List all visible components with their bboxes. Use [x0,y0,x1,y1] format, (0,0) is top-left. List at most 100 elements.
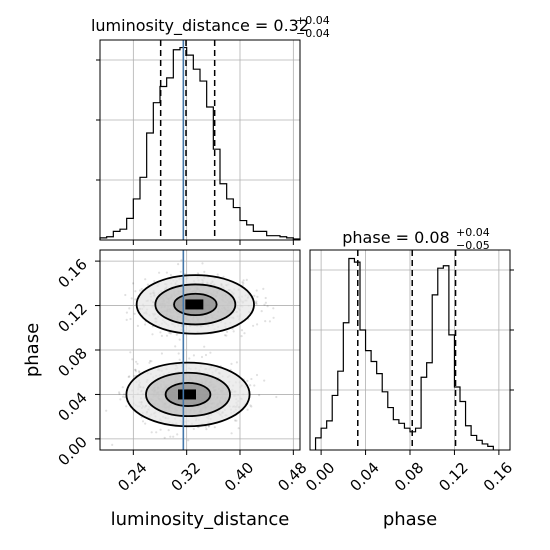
scatter-point [275,395,278,399]
title-luminosity-distance: luminosity_distance = 0.32 [91,16,309,36]
scatter-point [133,312,136,315]
scatter-point [245,278,248,281]
hist-luminosity-distance-panel [96,39,301,245]
xlabel-luminosity-distance: luminosity_distance [111,509,290,530]
scatter-point [205,428,208,431]
title-phase-minus: −0.05 [456,239,490,252]
scatter-point [177,263,180,266]
scatter-point [125,311,128,314]
hist-phase-xtick-label-0: 0.00 [302,459,338,495]
scatter-point [249,384,252,387]
scatter-point [264,301,267,304]
scatter-point [176,433,179,436]
scatter-point [111,443,114,446]
scatter-point [118,391,121,394]
scatter-point [258,394,261,397]
scatter-point [250,377,253,381]
scatter-point [264,320,267,323]
hist-ld-step [99,46,301,240]
scatter-peak-0 [185,299,204,310]
scatter-point [250,405,253,408]
scatter-point [172,435,175,438]
scatter-point [174,345,177,348]
scatter-point [177,352,180,355]
scatter-point [222,275,225,278]
scatter-xtick-label-2: 0.40 [221,459,257,495]
hist-phase-frame [309,249,511,451]
scatter-ytick-label-3: 0.12 [54,300,90,336]
scatter-ytick-label-1: 0.04 [54,389,90,425]
scatter-ytick-label-4: 0.16 [54,255,90,291]
scatter-point [165,271,168,274]
scatter-point [256,295,259,298]
scatter-point [192,354,195,357]
scatter-point [122,395,125,398]
scatter-point [272,316,275,319]
scatter-point [144,422,147,425]
scatter-point [135,360,138,363]
scatter-point [254,301,257,304]
scatter-point [138,289,142,292]
scatter-point [232,330,235,333]
scatter-point [196,272,199,275]
scatter-panel: 0.24 0.32 0.40 0.48 0.00 0.04 0.08 0.12 0.16 [54,249,311,495]
scatter-point [180,259,183,262]
scatter-point [264,296,267,300]
scatter-point [134,368,137,371]
scatter-point [187,439,190,442]
scatter-point [140,287,143,291]
scatter-point [151,333,154,336]
scatter-point [263,379,266,382]
scatter-point [240,329,244,332]
scatter-point [260,310,263,313]
scatter-point [134,290,137,293]
scatter-point [201,262,204,265]
scatter-point [144,278,147,281]
scatter-point [178,338,181,341]
scatter-point [146,283,149,286]
scatter-point [203,270,206,273]
scatter-point [159,331,162,334]
scatter-point [136,362,139,365]
scatter-xtick-label-3: 0.48 [274,459,310,495]
scatter-point [141,420,145,423]
scatter-point [266,305,269,308]
hist-phase-xtick-label-1: 0.04 [347,459,383,495]
scatter-point [136,324,139,327]
scatter-point [134,368,137,371]
scatter-point [241,281,244,284]
scatter-point [150,360,153,363]
scatter-point [148,361,151,364]
scatter-frame [99,249,301,451]
title-luminosity-distance-plus: +0.04 [296,14,330,27]
scatter-point [203,345,206,348]
scatter-point [272,307,275,310]
scatter-point [230,362,233,365]
scatter-point [131,358,134,361]
scatter-point [167,429,170,432]
scatter-point [163,436,166,439]
scatter-point [127,375,130,379]
scatter-point [255,373,259,377]
scatter-point [246,379,249,382]
scatter-point [213,426,216,429]
scatter-point [246,408,249,411]
scatter-point [243,332,246,335]
scatter-point [192,427,195,431]
scatter-point [235,419,238,422]
scatter-point [125,318,128,321]
scatter-point [168,331,171,334]
scatter-point [253,384,256,387]
scatter-point [234,419,237,422]
scatter-point [237,427,240,430]
scatter-point [169,435,172,438]
scatter-point [263,303,266,306]
scatter-point [169,273,172,277]
scatter-point [125,405,128,408]
scatter-point [242,279,245,282]
scatter-point [150,431,153,434]
scatter-point [207,425,210,428]
scatter-point [134,298,137,301]
scatter-point [252,324,255,327]
scatter-point [200,355,204,359]
